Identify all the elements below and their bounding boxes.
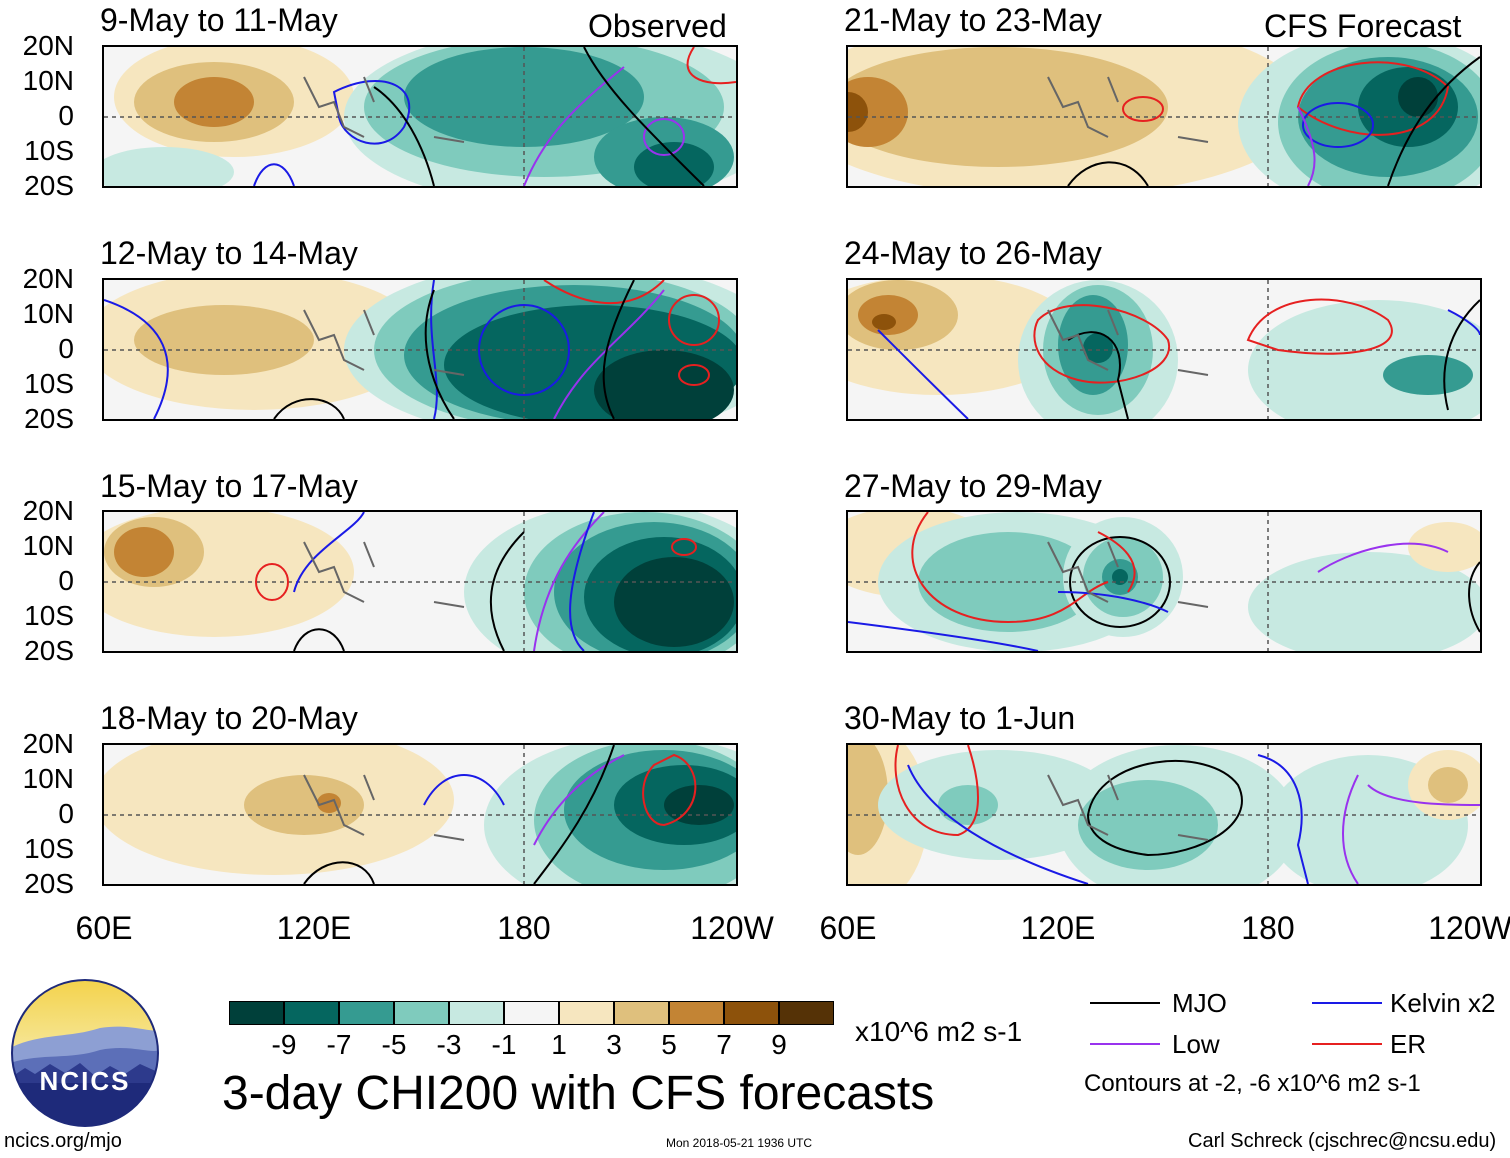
map-panel-5: [102, 510, 738, 653]
map-panel-3: [102, 278, 738, 421]
lat-label-10n: 10N: [22, 65, 74, 96]
lat-label-20s: 20S: [24, 170, 74, 201]
ncics-logo[interactable]: NCICS: [10, 978, 160, 1128]
legend-kelvin-label: Kelvin x2: [1390, 988, 1496, 1018]
lon-label-60e: 60E: [75, 910, 133, 946]
footer-timestamp: Mon 2018-05-21 1936 UTC: [666, 1136, 813, 1150]
cfs-forecast-label: CFS Forecast: [1264, 8, 1462, 44]
panel-title-7: 18-May to 20-May: [100, 700, 358, 736]
lat-label-10s: 10S: [24, 368, 74, 399]
map-panel-8: [846, 743, 1482, 886]
colorbar-cell: [394, 1001, 449, 1025]
lat-label-20n: 20N: [22, 263, 74, 294]
colorbar-label: -5: [381, 1029, 407, 1060]
colorbar-cell: [504, 1001, 559, 1025]
colorbar-cell: [559, 1001, 614, 1025]
colorbar-label: 5: [661, 1029, 677, 1060]
logo-text: NCICS: [39, 1066, 131, 1096]
observed-label: Observed: [588, 8, 727, 44]
colorbar-cell: [449, 1001, 504, 1025]
colorbar-cell: [229, 1001, 284, 1025]
lon-label-180: 180: [1241, 910, 1295, 946]
lat-label-10n: 10N: [22, 298, 74, 329]
panel-title-3: 12-May to 14-May: [100, 235, 358, 271]
panel-title-8: 30-May to 1-Jun: [844, 700, 1076, 736]
colorbar-cell: [724, 1001, 779, 1025]
colorbar-cell: [284, 1001, 339, 1025]
lon-label-120e: 120E: [276, 910, 352, 946]
panel-title-5: 15-May to 17-May: [100, 468, 358, 504]
lat-label-10s: 10S: [24, 135, 74, 166]
colorbar-cell: [339, 1001, 394, 1025]
panel-title-4: 24-May to 26-May: [844, 235, 1102, 271]
lat-label-0: 0: [58, 798, 74, 829]
colorbar-label: 7: [716, 1029, 732, 1060]
lat-label-0: 0: [58, 100, 74, 131]
lat-label-20n: 20N: [22, 30, 74, 61]
legend-low-label: Low: [1172, 1029, 1220, 1059]
lat-label-10n: 10N: [22, 530, 74, 561]
lat-label-20n: 20N: [22, 728, 74, 759]
map-panel-2: [846, 45, 1482, 188]
lon-label-120w: 120W: [1428, 910, 1510, 946]
lat-label-0: 0: [58, 565, 74, 596]
panel-title-6: 27-May to 29-May: [844, 468, 1102, 504]
colorbar-cell: [669, 1001, 724, 1025]
footer-url[interactable]: ncics.org/mjo: [4, 1130, 122, 1152]
main-title: 3-day CHI200 with CFS forecasts: [222, 1067, 935, 1120]
colorbar-label: 3: [606, 1029, 622, 1060]
lat-label-10s: 10S: [24, 833, 74, 864]
lat-label-20s: 20S: [24, 635, 74, 666]
colorbar-label: -1: [491, 1029, 517, 1060]
legend-er-line: [1312, 1043, 1382, 1045]
lat-label-20s: 20S: [24, 403, 74, 434]
legend-er-label: ER: [1390, 1029, 1427, 1059]
legend-kelvin-line: [1312, 1002, 1382, 1004]
colorbar-label: -7: [326, 1029, 352, 1060]
panel-title-1: 9-May to 11-May: [100, 2, 338, 38]
lon-label-120w: 120W: [690, 910, 774, 946]
colorbar-label: -3: [436, 1029, 462, 1060]
lon-label-60e: 60E: [819, 910, 877, 946]
map-panel-1: [102, 45, 738, 188]
map-panel-4: [846, 278, 1482, 421]
colorbar-label: -9: [271, 1029, 297, 1060]
colorbar-label: 9: [771, 1029, 787, 1060]
lat-label-10n: 10N: [22, 763, 74, 794]
lon-label-180: 180: [497, 910, 551, 946]
lat-label-20s: 20S: [24, 868, 74, 899]
map-panel-6: [846, 510, 1482, 653]
lat-label-10s: 10S: [24, 600, 74, 631]
legend-mjo-line: [1090, 1002, 1160, 1004]
map-panel-7: [102, 743, 738, 886]
colorbar-cell: [779, 1001, 834, 1025]
panel-title-2: 21-May to 23-May: [844, 2, 1102, 38]
lat-label-0: 0: [58, 333, 74, 364]
footer-credit: Carl Schreck (cjschrec@ncsu.edu): [1188, 1130, 1497, 1152]
colorbar-label: 1: [551, 1029, 567, 1060]
legend-note: Contours at -2, -6 x10^6 m2 s-1: [1084, 1070, 1421, 1097]
colorbar-cell: [614, 1001, 669, 1025]
legend-low-line: [1090, 1043, 1160, 1045]
lat-label-20n: 20N: [22, 495, 74, 526]
colorbar-units: x10^6 m2 s-1: [855, 1016, 1023, 1047]
legend-mjo-label: MJO: [1172, 988, 1227, 1018]
lon-label-120e: 120E: [1020, 910, 1096, 946]
